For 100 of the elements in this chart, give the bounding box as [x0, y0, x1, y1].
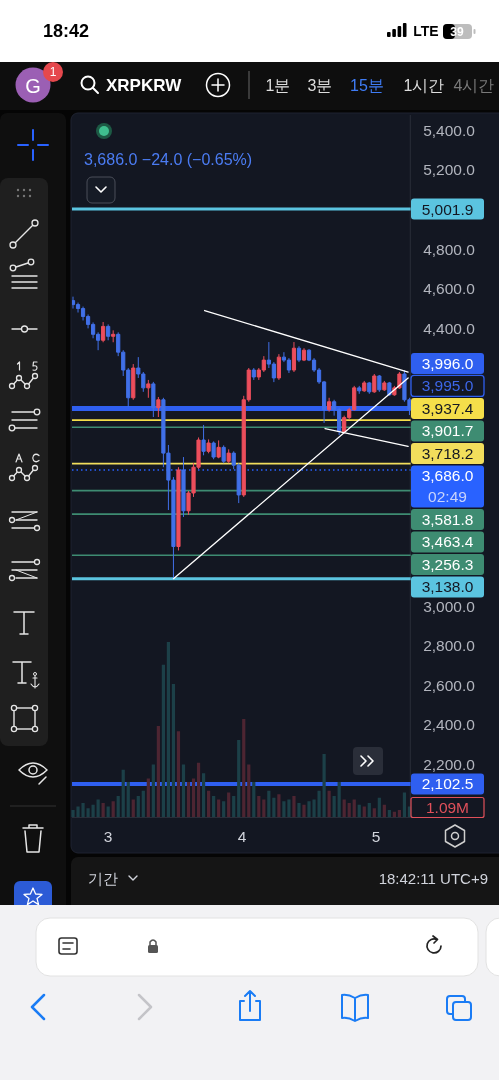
candlestick	[181, 456, 186, 518]
bar	[141, 790, 145, 817]
candlestick	[296, 345, 302, 363]
candlestick	[111, 329, 116, 343]
bar	[212, 796, 216, 817]
candlestick	[276, 353, 281, 381]
bar	[257, 796, 261, 817]
x-tick-label: 3	[103, 827, 113, 845]
bar	[367, 803, 371, 817]
candlestick	[216, 439, 221, 459]
candlestick	[206, 438, 211, 454]
candlestick	[156, 396, 161, 418]
text: 3분	[307, 76, 333, 94]
ref-line-label: 3,256.3	[421, 555, 474, 573]
bar	[397, 810, 402, 817]
bar	[347, 803, 351, 817]
bar	[196, 762, 201, 817]
bar	[191, 778, 196, 817]
bar	[297, 803, 301, 817]
bar	[337, 782, 341, 817]
x-tick-label: 4	[237, 827, 247, 845]
bar	[131, 799, 135, 817]
bar	[262, 799, 266, 817]
y-tick-label: 2,400.0	[423, 716, 476, 734]
candlestick	[251, 367, 256, 381]
bar	[237, 740, 241, 817]
text: 1.09M	[425, 799, 470, 816]
candlestick	[151, 381, 156, 418]
bar	[332, 796, 336, 817]
text: 18:42	[42, 21, 90, 41]
y-tick-label: 5,200.0	[423, 161, 476, 179]
y-tick-label: 2,600.0	[423, 676, 476, 694]
candlestick	[72, 296, 76, 310]
ref-line-label: 3,581.8	[421, 510, 474, 528]
ref-line-label: 3,686.0	[421, 467, 474, 485]
bar	[227, 792, 231, 817]
bar	[387, 810, 391, 817]
candlestick	[357, 385, 362, 395]
candlestick	[382, 380, 387, 392]
ref-line-label: 5,001.9	[421, 200, 474, 218]
candlestick	[362, 380, 367, 393]
candlestick	[146, 379, 151, 399]
bar	[302, 804, 306, 817]
ref-line-label: 3,138.0	[421, 578, 474, 596]
bar	[111, 801, 115, 817]
candlestick	[301, 347, 307, 362]
bar	[377, 797, 381, 817]
bar	[272, 797, 276, 817]
bar	[242, 719, 246, 817]
chart-title: XRPKRW	[106, 75, 183, 95]
bar	[277, 794, 281, 817]
y-tick-label: 4,400.0	[423, 319, 476, 337]
candlestick	[201, 424, 206, 456]
bar	[206, 790, 211, 817]
bar	[156, 726, 160, 817]
y-tick-label: 4,600.0	[423, 280, 476, 298]
y-tick-label: 4,800.0	[423, 240, 476, 258]
bar	[252, 782, 256, 817]
bar	[186, 782, 191, 817]
text: 02:49	[428, 488, 467, 506]
candlestick	[291, 341, 297, 373]
bar	[342, 799, 346, 817]
candlestick	[226, 448, 231, 464]
bar	[166, 642, 171, 817]
text: G	[25, 75, 41, 97]
y-tick-label: 2,200.0	[423, 756, 476, 774]
bar	[292, 796, 296, 817]
candlestick	[176, 466, 181, 551]
bar	[372, 808, 376, 817]
bar	[126, 782, 130, 817]
bar	[181, 764, 186, 817]
bar	[382, 804, 386, 817]
bar	[121, 769, 125, 817]
candlestick	[211, 440, 216, 460]
text: 3,995.0	[421, 377, 474, 395]
text: 기간	[88, 869, 118, 887]
ref-line-label: 3,901.7	[421, 422, 474, 440]
candlestick	[327, 397, 332, 413]
legend-label: 3,463.4	[421, 533, 474, 551]
y-tick-label: 2,800.0	[423, 637, 476, 655]
bar	[232, 796, 236, 817]
candlestick	[221, 444, 226, 464]
bar	[171, 684, 176, 817]
candlestick	[372, 373, 377, 394]
ref-line-label: 2,102.5	[421, 775, 474, 793]
bar	[176, 731, 181, 817]
bar	[247, 764, 251, 817]
candlestick	[131, 363, 136, 401]
bar	[201, 773, 206, 817]
text: 3,686.0 −24.0 (−0.65%)	[84, 150, 253, 168]
bar	[151, 764, 155, 817]
y-tick-label: 3,000.0	[423, 597, 476, 615]
bar	[327, 790, 331, 817]
y-tick-label: 5,400.0	[423, 121, 476, 139]
bar	[222, 801, 226, 817]
bar	[217, 799, 221, 817]
text: 1	[49, 65, 57, 79]
bar	[116, 796, 120, 817]
candlestick	[101, 321, 106, 343]
candlestick	[106, 323, 111, 341]
